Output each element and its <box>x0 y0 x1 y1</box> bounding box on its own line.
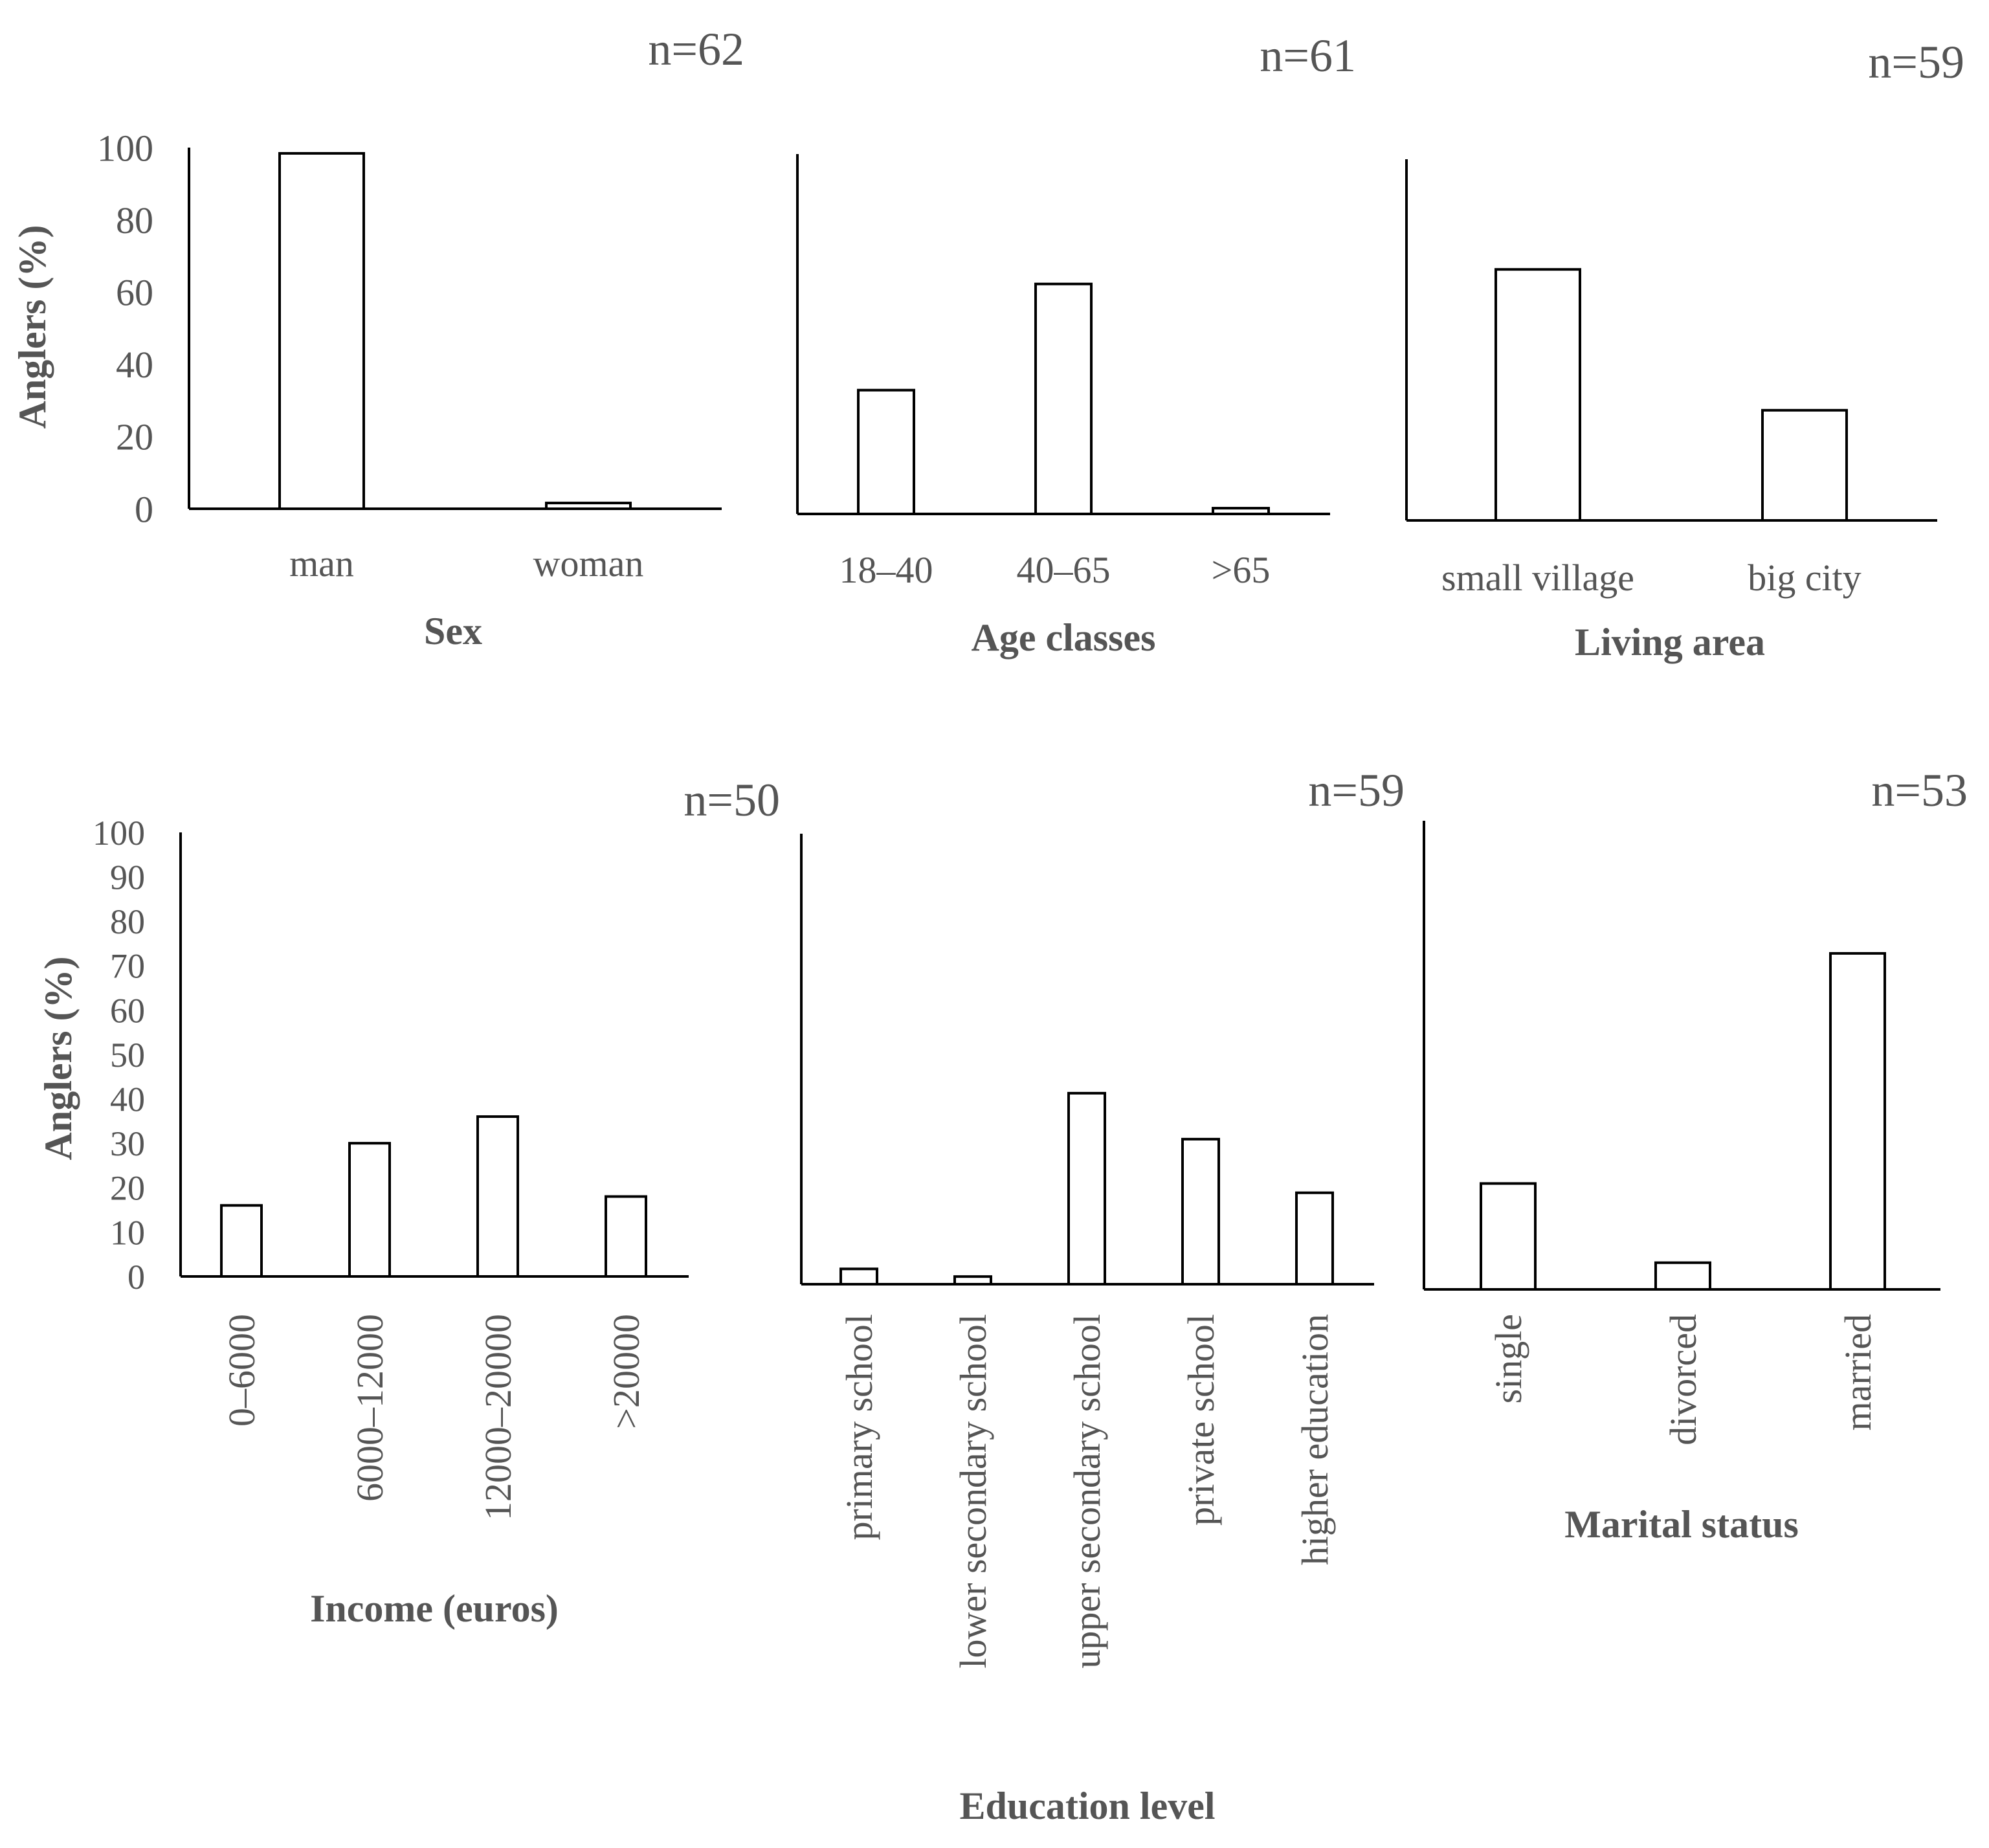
category-label: 18–40 <box>839 549 933 591</box>
y-axis-label: Anglers (%) <box>37 957 80 1161</box>
y-tick-label: 100 <box>97 127 153 169</box>
y-tick-label: 0 <box>135 488 153 530</box>
y-tick-label: 100 <box>93 814 145 852</box>
category-label: woman <box>533 542 644 584</box>
sample-size-label: n=59 <box>1868 36 1964 88</box>
x-axis-title: Income (euros) <box>310 1587 559 1630</box>
bar-education-4 <box>1295 1191 1334 1286</box>
bar-income-1 <box>348 1142 391 1278</box>
y-axis-label: Anglers (%) <box>11 225 54 429</box>
x-axis-title: Living area <box>1575 621 1765 663</box>
chart-panel-education: primary school lower secondary school uppe… <box>800 764 1405 1827</box>
category-label: higher education <box>1294 1314 1336 1565</box>
category-label: 40–65 <box>1017 549 1111 591</box>
category-label: lower secondary school <box>952 1314 994 1669</box>
y-tick-label: 90 <box>110 858 145 897</box>
category-label: 6000–12000 <box>349 1314 391 1502</box>
sample-size-label: n=61 <box>1260 30 1356 82</box>
category-label: upper secondary school <box>1066 1314 1108 1669</box>
y-tick-label: 40 <box>110 1080 145 1119</box>
bar-education-3 <box>1181 1137 1220 1286</box>
category-label: primary school <box>838 1314 880 1541</box>
sample-size-label: n=62 <box>648 23 744 75</box>
chart-panel-income: 0–6000 6000–12000 12000–20000 >20000 0 10 20 30… <box>37 774 780 1630</box>
category-label: small village <box>1441 557 1634 599</box>
x-axis-title: Sex <box>424 610 482 652</box>
bar-age-0 <box>857 388 915 516</box>
category-label: 12000–20000 <box>477 1314 519 1520</box>
bar-education-0 <box>839 1267 878 1286</box>
bar-marital-1 <box>1654 1261 1711 1291</box>
bar-age-1 <box>1034 282 1093 515</box>
x-axis-title: Education level <box>959 1785 1215 1827</box>
category-label: >65 <box>1212 549 1271 591</box>
y-tick-label: 60 <box>116 272 153 314</box>
category-label: man <box>289 542 354 584</box>
x-axis-title: Age classes <box>972 616 1156 659</box>
sample-size-label: n=50 <box>683 774 780 826</box>
y-tick-label: 20 <box>116 416 153 458</box>
y-tick-label: 50 <box>110 1036 145 1074</box>
category-label: private school <box>1180 1314 1222 1526</box>
bar-income-2 <box>476 1115 519 1278</box>
sample-size-label: n=59 <box>1308 764 1405 816</box>
y-tick-label: 60 <box>110 991 145 1030</box>
sample-size-label: n=53 <box>1871 764 1968 816</box>
chart-panel-living: small village big city n=59 Living area <box>1405 36 1964 663</box>
category-label: 0–6000 <box>221 1314 263 1427</box>
chart-panel-age: 18–40 40–65 >65 n=61 Age classes <box>796 30 1356 659</box>
category-label: married <box>1837 1314 1879 1431</box>
y-tick-label: 10 <box>110 1213 145 1252</box>
y-tick-label: 0 <box>128 1258 145 1297</box>
category-label: single <box>1487 1314 1529 1404</box>
bar-marital-2 <box>1829 952 1886 1291</box>
bar-marital-0 <box>1480 1182 1537 1291</box>
y-tick-label: 20 <box>110 1169 145 1208</box>
bar-living-0 <box>1495 268 1581 522</box>
y-tick-label: 80 <box>110 902 145 941</box>
chart-panel-marital: single divorced married n=53 Marital status <box>1423 764 1968 1546</box>
category-label: big city <box>1748 557 1861 599</box>
bar-sex-0 <box>278 151 365 511</box>
category-label: divorced <box>1662 1314 1704 1445</box>
bar-living-1 <box>1761 408 1848 522</box>
category-label: >20000 <box>605 1314 647 1429</box>
y-tick-label: 80 <box>116 199 153 241</box>
y-tick-label: 40 <box>116 344 153 386</box>
y-tick-label: 70 <box>110 947 145 986</box>
chart-panel-sex: man woman 0 20 40 60 80 100 Anglers (%) n=62 Sex <box>11 23 744 652</box>
x-axis-title: Marital status <box>1564 1503 1799 1546</box>
bar-income-0 <box>220 1204 263 1278</box>
y-tick-label: 30 <box>110 1124 145 1163</box>
bar-income-3 <box>605 1195 647 1278</box>
bar-education-2 <box>1067 1091 1106 1286</box>
